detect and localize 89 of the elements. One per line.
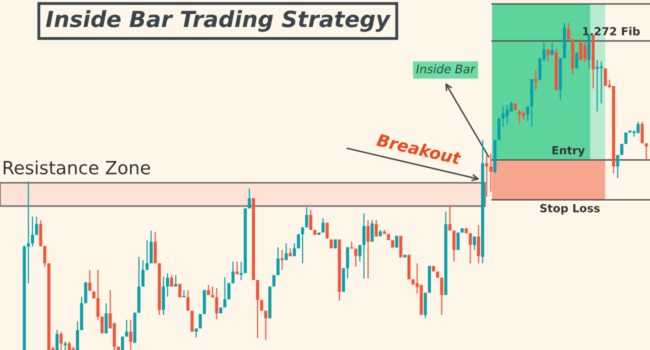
candlestick (296, 234, 300, 249)
candlestick (399, 235, 402, 258)
candlestick (215, 288, 218, 320)
candlestick (424, 292, 427, 319)
candlestick (346, 246, 350, 279)
candlestick (456, 232, 460, 250)
candlestick (354, 248, 358, 268)
candlestick (264, 310, 268, 340)
candlestick (30, 216, 34, 248)
ref-line-label: 1.272 Fib (583, 26, 640, 36)
candlestick (305, 206, 308, 228)
candlestick (440, 277, 444, 316)
candlestick (162, 276, 165, 316)
candlestick (567, 22, 570, 40)
candlestick (39, 220, 42, 248)
candlestick (76, 320, 80, 350)
candlestick (96, 269, 100, 320)
candlestick (100, 316, 104, 334)
candlestick (166, 272, 170, 298)
candlestick (190, 310, 194, 332)
candlestick (600, 60, 603, 104)
candlestick (502, 106, 505, 128)
candlestick (280, 249, 284, 270)
ref-line-label: Entry (552, 146, 585, 157)
candlestick (43, 245, 46, 268)
candlestick (276, 246, 280, 276)
candlestick (236, 261, 239, 275)
candlestick (485, 152, 488, 198)
candlestick (154, 231, 157, 264)
candlestick (518, 109, 521, 124)
candlestick (506, 104, 509, 125)
candlestick (309, 209, 312, 231)
candlestick (477, 224, 480, 264)
candlestick (64, 340, 67, 350)
candlestick (56, 329, 59, 350)
candlestick (342, 268, 346, 292)
candlestick (146, 240, 149, 270)
candlestick (301, 226, 304, 264)
candlestick (322, 218, 325, 234)
candlestick (292, 242, 296, 257)
candlestick (84, 281, 88, 304)
band-label: Resistance Zone (4, 160, 150, 174)
candlestick (104, 302, 108, 334)
candlestick (370, 220, 374, 242)
candlestick (579, 38, 582, 60)
candlestick (362, 212, 366, 279)
candlestick (26, 180, 30, 284)
candlestick (211, 286, 214, 298)
candlestick (526, 106, 530, 122)
candlestick (489, 152, 492, 192)
annotation: Inside Bar (416, 64, 476, 74)
candlestick (546, 48, 550, 62)
candlestick (366, 220, 370, 279)
candlestick (141, 259, 145, 288)
candlestick (616, 154, 620, 179)
candlestick (248, 188, 251, 209)
candlestick (326, 222, 329, 240)
candlestick (231, 261, 235, 284)
candlestick (240, 261, 243, 281)
candlestick (644, 142, 648, 161)
ref-line-label: Stop Loss (540, 204, 600, 215)
candlestick (223, 276, 226, 308)
candlestick (35, 216, 38, 236)
candlestick (120, 336, 124, 350)
candlestick (60, 331, 63, 350)
candlestick (198, 313, 202, 329)
candlestick (550, 42, 554, 56)
candlestick (202, 290, 206, 315)
candlestick (186, 290, 190, 312)
candlestick (358, 244, 362, 262)
candlestick (583, 40, 586, 63)
candlestick (150, 230, 153, 264)
candlestick (534, 69, 538, 91)
candlestick (125, 319, 128, 338)
candlestick (227, 282, 230, 300)
candlestick (88, 269, 92, 292)
candlestick (472, 236, 476, 250)
chart-title: Inside Bar Trading Strategy (46, 10, 391, 32)
candlestick (178, 283, 182, 298)
candlestick (575, 52, 578, 69)
candlestick (374, 220, 378, 238)
candlestick (468, 232, 472, 264)
candlestick (640, 121, 644, 144)
candlestick (452, 230, 456, 262)
candlestick (256, 279, 260, 339)
candlestick (129, 319, 132, 350)
candlestick (284, 242, 288, 261)
candlestick (596, 59, 599, 112)
candlestick (448, 204, 452, 232)
